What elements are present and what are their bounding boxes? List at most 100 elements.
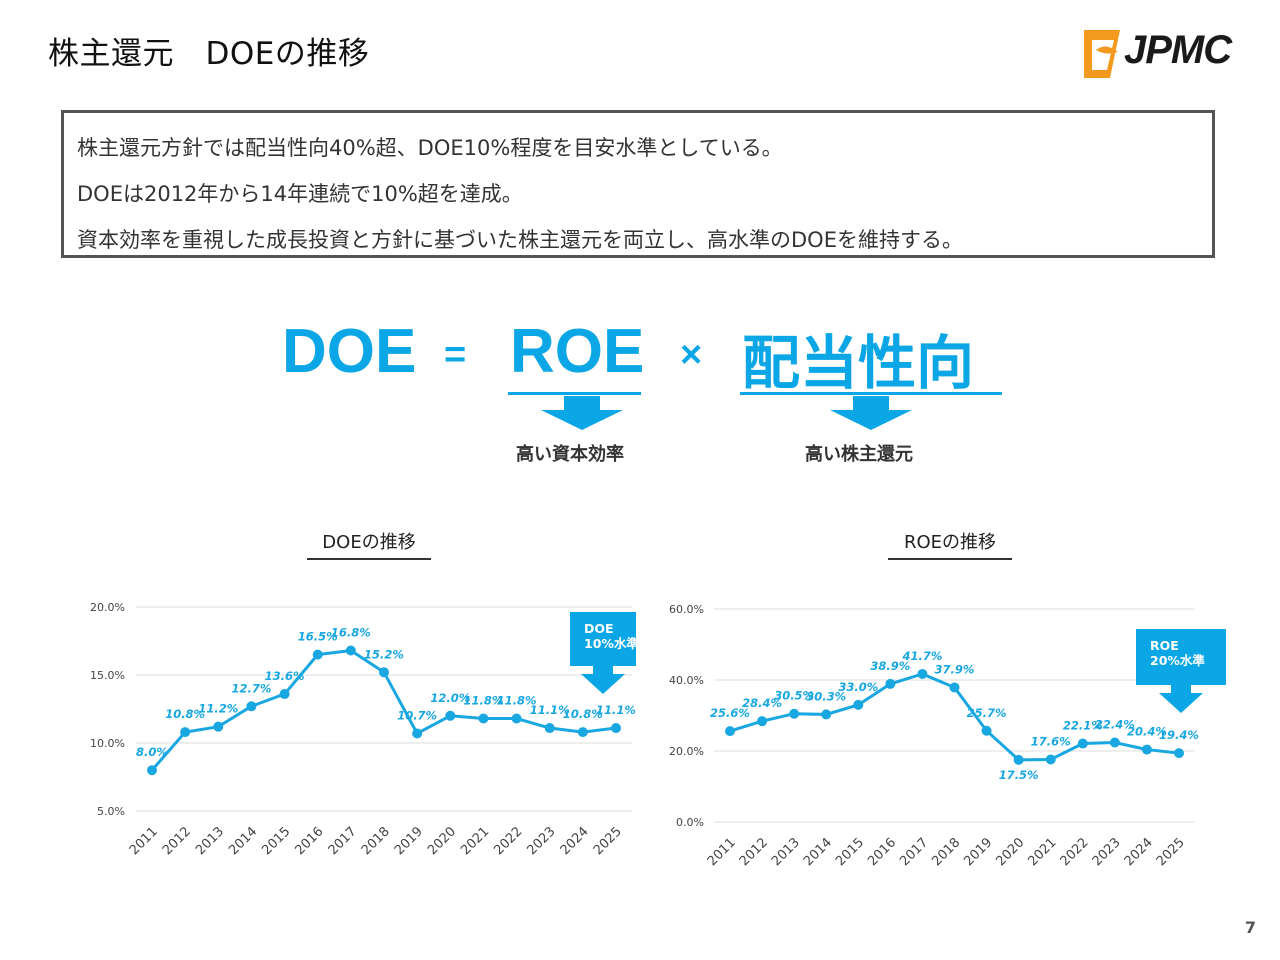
y-tick-label: 5.0% xyxy=(97,805,125,818)
data-point xyxy=(885,678,896,689)
x-tick-label: 2018 xyxy=(929,835,963,869)
data-point xyxy=(1109,737,1120,748)
x-tick-label: 2023 xyxy=(1090,835,1124,869)
data-point xyxy=(147,765,157,776)
y-tick-label: 20.0% xyxy=(669,745,704,758)
doe-chart-group: 5.0%10.0%15.0%20.0%2011 2012 2013 2014 2015 2… xyxy=(90,601,639,858)
x-tick-label: 2019 xyxy=(961,835,995,869)
data-label: 8.0% xyxy=(136,745,168,759)
x-tick-label: 2024 xyxy=(1122,835,1156,869)
data-point xyxy=(853,699,864,710)
data-point xyxy=(345,645,356,656)
page-title: 株主還元 DOEの推移 xyxy=(48,36,370,72)
x-tick-label: 2011 xyxy=(127,824,161,858)
data-point xyxy=(478,713,489,724)
policy-line: 株主還元方針では配当性向40%超、DOE10%程度を目安水準としている。 xyxy=(77,136,783,160)
data-label: 10.8% xyxy=(165,707,205,721)
data-label: 37.9% xyxy=(935,662,975,676)
x-tick-label: 2016 xyxy=(865,835,899,869)
callout-text: 20%水準 xyxy=(1150,653,1205,668)
y-tick-label: 15.0% xyxy=(90,669,125,682)
data-point xyxy=(725,726,735,737)
data-label: 17.5% xyxy=(999,768,1039,782)
roe-underline xyxy=(508,392,641,395)
policy-line: 資本効率を重視した成長投資と方針に基づいた株主還元を両立し、高水準のDOEを維持… xyxy=(77,228,963,252)
y-tick-label: 0.0% xyxy=(676,816,704,829)
data-point xyxy=(312,649,323,660)
callout-text: DOE xyxy=(584,621,614,636)
x-tick-label: 2014 xyxy=(801,835,835,869)
formula-equals: = xyxy=(444,334,467,376)
data-label: 33.0% xyxy=(838,680,878,694)
x-tick-label: 2012 xyxy=(160,824,194,858)
shareholder-return-label: 高い株主還元 xyxy=(805,444,913,465)
y-tick-label: 10.0% xyxy=(90,737,125,750)
x-tick-label: 2012 xyxy=(737,835,771,869)
data-label: 16.5% xyxy=(298,630,338,644)
data-point xyxy=(445,710,456,721)
doe-chart-title: DOEの推移 xyxy=(322,532,416,553)
data-point xyxy=(279,689,290,700)
x-tick-label: 2025 xyxy=(1154,835,1188,869)
data-label: 22.4% xyxy=(1095,717,1135,731)
data-point xyxy=(246,701,257,712)
company-logo: JPMC xyxy=(1080,22,1260,82)
data-label: 38.9% xyxy=(870,659,910,673)
x-tick-label: 2021 xyxy=(1026,835,1060,869)
data-label: 11.1% xyxy=(530,703,570,717)
data-point xyxy=(213,721,224,732)
down-arrow-icon xyxy=(581,666,625,694)
down-arrow-icon xyxy=(1159,685,1203,713)
x-tick-label: 2017 xyxy=(326,824,360,858)
data-point xyxy=(757,716,768,727)
payout-underline xyxy=(740,392,1002,395)
doe-title-underline xyxy=(307,558,431,560)
data-label: 10.7% xyxy=(397,708,437,722)
y-tick-label: 40.0% xyxy=(669,674,704,687)
data-label: 41.7% xyxy=(901,649,942,663)
down-arrow-icon xyxy=(541,396,623,430)
x-tick-label: 2015 xyxy=(259,824,293,858)
x-tick-label: 2025 xyxy=(591,824,625,858)
data-point xyxy=(511,713,522,724)
data-label: 16.8% xyxy=(331,626,371,640)
y-tick-label: 60.0% xyxy=(669,603,704,616)
logo-mark-icon xyxy=(1084,30,1120,78)
roe-chart-title: ROEの推移 xyxy=(903,532,997,553)
x-tick-label: 2015 xyxy=(833,835,867,869)
capital-efficiency-label: 高い資本効率 xyxy=(516,444,624,465)
data-point xyxy=(544,723,555,734)
data-label: 30.5% xyxy=(774,689,814,703)
data-point xyxy=(412,728,423,739)
data-label: 11.1% xyxy=(596,703,636,717)
formula-times: × xyxy=(680,334,703,376)
down-arrow-icon xyxy=(830,396,912,430)
data-point xyxy=(379,667,389,678)
data-label: 17.6% xyxy=(1031,735,1071,749)
data-label: 11.2% xyxy=(198,702,238,716)
data-point xyxy=(1013,754,1024,765)
data-label: 19.4% xyxy=(1159,728,1199,742)
data-label: 25.7% xyxy=(967,706,1007,720)
x-tick-label: 2020 xyxy=(993,835,1027,869)
data-label: 25.6% xyxy=(710,706,750,720)
formula-roe: ROE xyxy=(510,317,645,386)
data-point xyxy=(180,727,191,738)
policy-box: 株主還元方針では配当性向40%超、DOE10%程度を目安水準としている。 DOE… xyxy=(61,110,1215,258)
formula-doe: DOE xyxy=(282,317,417,386)
page-number: 7 xyxy=(1244,918,1256,937)
x-tick-label: 2017 xyxy=(897,835,931,869)
formula-payout-ratio: 配当性向 xyxy=(742,331,975,396)
x-tick-label: 2013 xyxy=(769,835,803,869)
x-tick-label: 2024 xyxy=(558,824,592,858)
roe-title-underline xyxy=(888,558,1012,560)
data-label: 12.0% xyxy=(430,691,470,705)
data-label: 10.8% xyxy=(563,707,603,721)
data-label: 22.1% xyxy=(1063,719,1103,733)
data-point xyxy=(1077,738,1088,749)
policy-line: DOEは2012年から14年連続で10%超を達成。 xyxy=(77,182,523,206)
data-label: 12.7% xyxy=(231,681,271,695)
data-label: 13.6% xyxy=(265,669,305,683)
x-tick-label: 2020 xyxy=(425,824,459,858)
